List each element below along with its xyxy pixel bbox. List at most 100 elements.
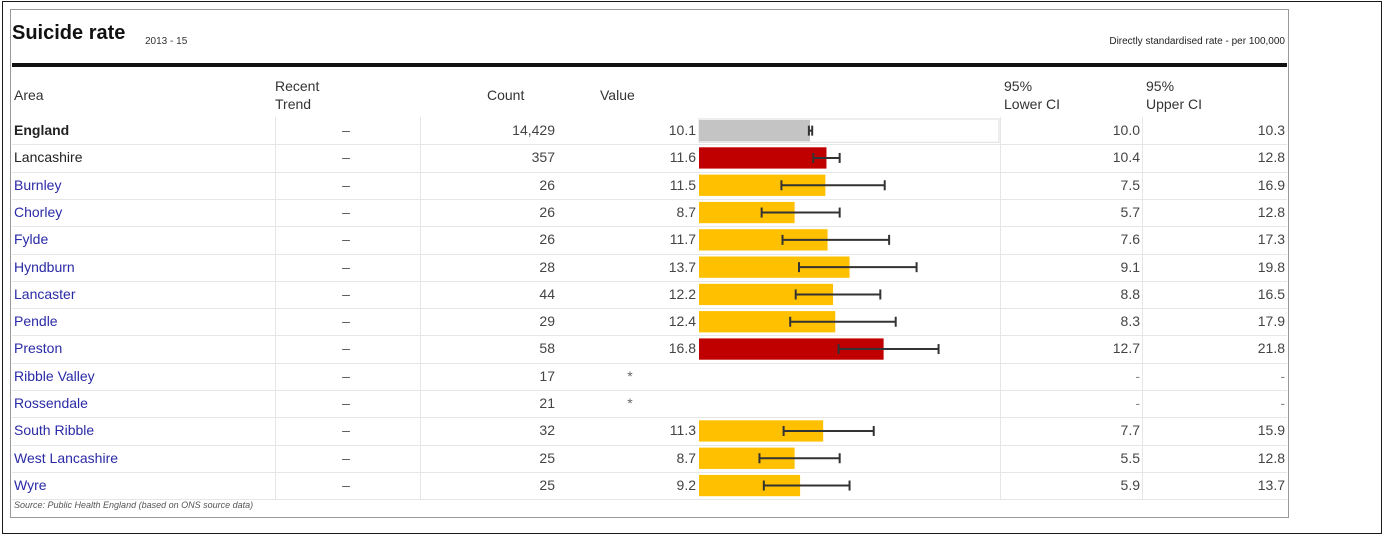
lower-ci-value: 5.9 (1120, 476, 1140, 493)
value-bar (699, 201, 795, 224)
value-bar (699, 474, 801, 497)
table-row-divider (12, 144, 1287, 146)
recent-trend: – (342, 449, 350, 466)
header-trend: Recent Trend (275, 77, 319, 113)
count-value: 25 (539, 449, 555, 466)
recent-trend: – (342, 258, 350, 275)
recent-trend: – (342, 395, 350, 411)
value-bar (699, 311, 836, 333)
upper-ci-value: 16.9 (1257, 176, 1285, 193)
count-value: 29 (539, 313, 555, 330)
area-name[interactable]: Chorley (14, 203, 63, 220)
recent-trend: – (342, 231, 350, 248)
header-lower-ci-line1: 95% (1004, 78, 1033, 94)
value-bar (699, 229, 828, 251)
area-name[interactable]: South Ribble (14, 422, 95, 439)
chart-panel (10, 9, 1289, 518)
upper-ci-value: 15.9 (1257, 422, 1285, 439)
value-bar (699, 256, 850, 278)
table-row-divider (12, 308, 1287, 310)
count-value: 58 (539, 340, 555, 357)
value-suppressed: * (627, 395, 633, 411)
recent-trend: – (342, 203, 350, 220)
upper-ci-value: 19.8 (1257, 258, 1285, 275)
area-name[interactable]: Ribble Valley (14, 367, 95, 384)
recent-trend: – (342, 285, 350, 302)
upper-ci-value: - (1280, 395, 1285, 411)
lower-ci-value: 8.8 (1120, 285, 1140, 302)
upper-ci-value: 17.3 (1257, 231, 1285, 248)
area-name: Lancashire (14, 149, 83, 166)
count-value: 21 (539, 395, 555, 411)
count-value: 26 (539, 231, 555, 248)
header-trend-line2: Trend (275, 96, 312, 112)
recent-trend: – (342, 476, 350, 493)
lower-ci-value: - (1135, 395, 1140, 411)
rate-value: 11.3 (669, 422, 696, 439)
area-name[interactable]: Preston (14, 340, 63, 357)
table-row-divider (12, 198, 1287, 200)
value-bar (699, 120, 810, 142)
upper-ci-value: 12.8 (1257, 203, 1285, 220)
recent-trend: – (342, 149, 350, 166)
count-value: 32 (539, 422, 555, 439)
lower-ci-value: 8.3 (1120, 313, 1140, 330)
value-suppressed: * (627, 367, 633, 384)
table-row-divider (12, 390, 1287, 391)
upper-ci-value: 17.9 (1257, 313, 1285, 330)
count-value: 44 (539, 285, 555, 302)
area-name: England (14, 122, 70, 138)
upper-ci-value: 12.8 (1257, 449, 1285, 466)
recent-trend: – (342, 176, 350, 193)
table-row-divider (12, 280, 1287, 282)
table-row-divider (12, 499, 1287, 501)
area-name[interactable]: Pendle (14, 313, 58, 330)
lower-ci-value: 5.5 (1120, 449, 1140, 466)
header-trend-line1: Recent (275, 78, 320, 94)
count-value: 357 (531, 149, 555, 166)
lower-ci-value: 9.1 (1120, 258, 1140, 275)
table-row-divider (12, 362, 1287, 364)
recent-trend: – (342, 340, 350, 357)
lower-ci-value: 7.6 (1120, 231, 1140, 248)
count-value: 17 (539, 367, 555, 384)
area-name[interactable]: West Lancashire (14, 449, 119, 466)
header-area: Area (14, 87, 44, 103)
upper-ci-value: - (1280, 367, 1285, 384)
area-name[interactable]: Fylde (14, 231, 49, 248)
rate-note: Directly standardised rate - per 100,000 (1109, 36, 1285, 47)
area-name[interactable]: Hyndburn (14, 258, 75, 275)
header-lower-ci: 95% Lower CI (1004, 77, 1060, 113)
header-count: Count (487, 87, 525, 103)
rate-value: 12.4 (668, 313, 696, 330)
header-lower-ci-line2: Lower CI (1004, 96, 1061, 112)
value-bar (699, 174, 826, 196)
area-name[interactable]: Rossendale (14, 395, 88, 411)
lower-ci-value: 12.7 (1112, 340, 1140, 357)
count-value: 14,429 (512, 122, 555, 138)
table-row-divider (12, 335, 1287, 337)
table-row-divider (12, 417, 1287, 419)
table-row-divider (12, 444, 1287, 446)
rate-value: 13.7 (668, 258, 696, 275)
upper-ci-value: 21.8 (1257, 340, 1285, 357)
upper-ci-value: 16.5 (1257, 285, 1285, 302)
area-name[interactable]: Burnley (14, 176, 62, 193)
area-name[interactable]: Wyre (14, 476, 47, 493)
rate-value: 16.8 (668, 340, 696, 357)
lower-ci-value: 7.7 (1120, 422, 1140, 439)
rate-value: 8.7 (676, 449, 696, 466)
header-upper-ci-line2: Upper CI (1146, 96, 1203, 112)
rate-value: 11.5 (669, 176, 696, 193)
rate-value: 11.7 (669, 231, 696, 248)
rate-value: 9.2 (676, 476, 696, 493)
value-bar (699, 147, 827, 169)
rate-value: 10.1 (668, 122, 696, 138)
value-bar (699, 420, 824, 442)
area-name[interactable]: Lancaster (14, 285, 76, 302)
period-label: 2013 - 15 (145, 36, 188, 47)
upper-ci-value: 10.3 (1257, 122, 1285, 138)
table-row-divider (12, 226, 1287, 228)
table-row-divider (12, 471, 1287, 473)
